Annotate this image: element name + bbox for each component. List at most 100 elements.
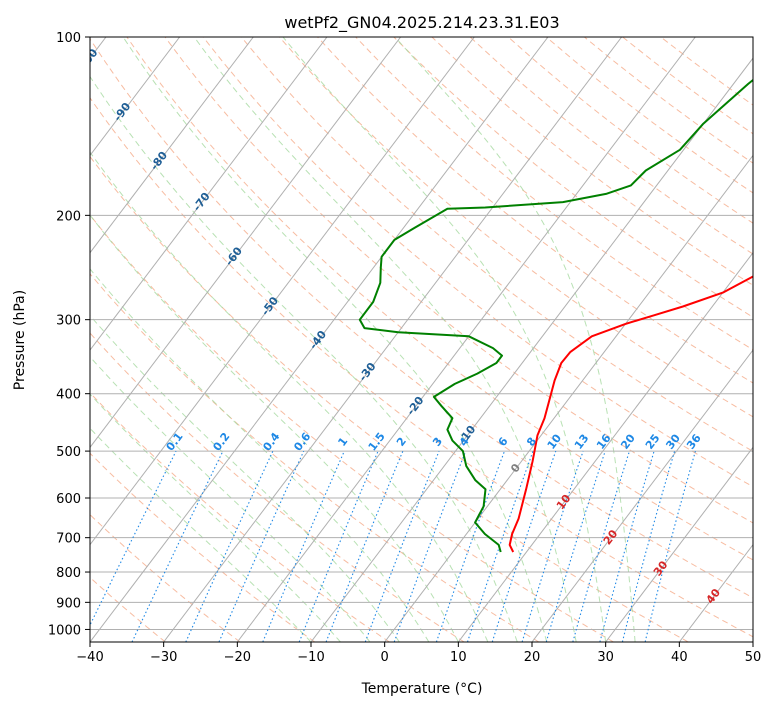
isotherm-label: -100	[74, 46, 101, 76]
mixing-ratio-line	[572, 450, 631, 642]
moist-adiabat-line	[90, 393, 341, 642]
isotherm-label: -30	[356, 360, 379, 384]
warm-isotherm-label: 30	[651, 558, 671, 578]
mixing-ratio-label: 13	[572, 432, 592, 452]
moist-adiabat-line	[90, 151, 489, 642]
moist-adiabat-line	[122, 37, 548, 642]
mixing-ratio-line	[521, 450, 584, 642]
dry-adiabat-line	[584, 37, 753, 164]
dry-adiabat-line	[507, 37, 753, 224]
mixing-ratio-label: 3	[430, 435, 445, 449]
dry-adiabat-line	[90, 452, 315, 642]
mixing-ratio-line	[545, 450, 606, 642]
y-tick-label: 200	[56, 209, 81, 224]
mixing-ratio-label: 0.6	[291, 430, 313, 454]
isotherm-line	[384, 154, 753, 642]
moist-adiabat-line	[90, 427, 312, 642]
x-tick-label: 20	[524, 650, 541, 665]
dry-adiabat-line	[90, 38, 753, 599]
dry-adiabat-line	[164, 37, 753, 524]
mixing-ratio-line	[131, 450, 224, 642]
mixing-ratio-label: 20	[618, 431, 638, 451]
mixing-ratio-label: 1	[335, 435, 350, 449]
x-tick-label: 0	[381, 650, 389, 665]
x-tick-label: −10	[297, 650, 324, 665]
mixing-ratio-label: 10	[545, 431, 565, 451]
warm-isotherm-label: 0	[508, 461, 523, 475]
isotherm-label: -40	[307, 328, 330, 352]
x-tick-label: 50	[745, 650, 762, 665]
isotherm-line	[531, 349, 753, 642]
moist-adiabat-line	[394, 37, 636, 642]
dry-adiabat-line	[355, 37, 753, 351]
mixing-ratio-line	[393, 450, 467, 642]
dry-adiabat-line	[90, 392, 390, 642]
isotherm-line	[90, 37, 181, 157]
moist-adiabat-line	[90, 75, 518, 642]
dewpoint-profile-line	[358, 78, 753, 553]
y-tick-label: 500	[56, 445, 81, 460]
temperature-profile-line	[508, 275, 753, 553]
isotherm-label: -90	[111, 100, 134, 124]
mixing-ratio-line	[466, 450, 534, 642]
dry-adiabat-line	[393, 37, 753, 318]
mixing-ratio-line	[325, 450, 404, 642]
x-axis-label: Temperature (°C)	[361, 681, 483, 697]
y-tick-label: 100	[56, 31, 81, 46]
dry-adiabat-line	[126, 37, 753, 561]
y-axis-label: Pressure (hPa)	[12, 290, 28, 390]
dry-adiabat-line	[90, 214, 614, 642]
mixing-ratio-line	[218, 450, 305, 642]
x-tick-label: −40	[76, 650, 103, 665]
mixing-ratio-line	[644, 450, 696, 642]
isotherm-label: -50	[259, 294, 282, 318]
chart-title: wetPf2_GN04.2025.214.23.31.E03	[284, 13, 559, 33]
mixing-ratio-label: 0.2	[210, 430, 232, 453]
warm-isotherm-label: 40	[703, 586, 723, 606]
moist-adiabat-line	[282, 37, 607, 642]
mixing-ratio-line	[90, 450, 177, 627]
moist-adiabat-line	[90, 214, 459, 642]
moist-adiabat-line	[193, 37, 577, 642]
mixing-ratio-label: 1.5	[366, 430, 388, 453]
dry-adiabat-line	[90, 155, 689, 642]
mixing-ratio-label: 6	[496, 435, 511, 449]
isotherm-line	[90, 37, 402, 449]
mixing-ratio-line	[262, 450, 345, 642]
mixing-ratio-line	[491, 450, 557, 642]
isotherm-line	[90, 37, 328, 351]
mixing-ratio-label: 36	[684, 431, 704, 451]
x-tick-label: 40	[671, 650, 688, 665]
y-tick-label: 300	[56, 314, 81, 329]
y-tick-label: 700	[56, 532, 81, 547]
dry-adiabat-line	[317, 37, 753, 384]
isotherm-line	[90, 37, 549, 642]
dry-adiabat-line	[545, 37, 753, 194]
mixing-ratio-line	[364, 450, 440, 642]
mixing-ratio-line	[621, 450, 676, 642]
isotherm-label: -80	[148, 149, 171, 173]
mixing-ratio-line	[185, 450, 274, 642]
moist-adiabat-line	[90, 314, 400, 642]
moist-adiabat-line	[90, 356, 371, 642]
y-tick-label: 800	[56, 566, 81, 581]
dry-adiabat-line	[90, 332, 465, 642]
x-tick-label: 30	[597, 650, 614, 665]
mixing-ratio-label: 16	[594, 431, 614, 451]
warm-isotherm-label: 10	[554, 492, 574, 512]
isotherm-line	[90, 37, 475, 546]
mixing-ratio-label: 30	[663, 431, 683, 451]
isotherm-line	[310, 57, 753, 642]
y-tick-label: 1000	[48, 623, 81, 638]
isotherm-line	[163, 37, 623, 642]
y-tick-label: 400	[56, 388, 81, 403]
moist-adiabat-line	[90, 268, 430, 642]
x-tick-label: 10	[450, 650, 467, 665]
dry-adiabat-line	[431, 37, 753, 286]
mixing-ratio-label: 0.1	[164, 430, 186, 453]
mixing-ratio-line	[298, 450, 379, 642]
dry-adiabat-line	[90, 576, 166, 642]
y-tick-label: 600	[56, 492, 81, 507]
dry-adiabat-line	[90, 273, 540, 642]
